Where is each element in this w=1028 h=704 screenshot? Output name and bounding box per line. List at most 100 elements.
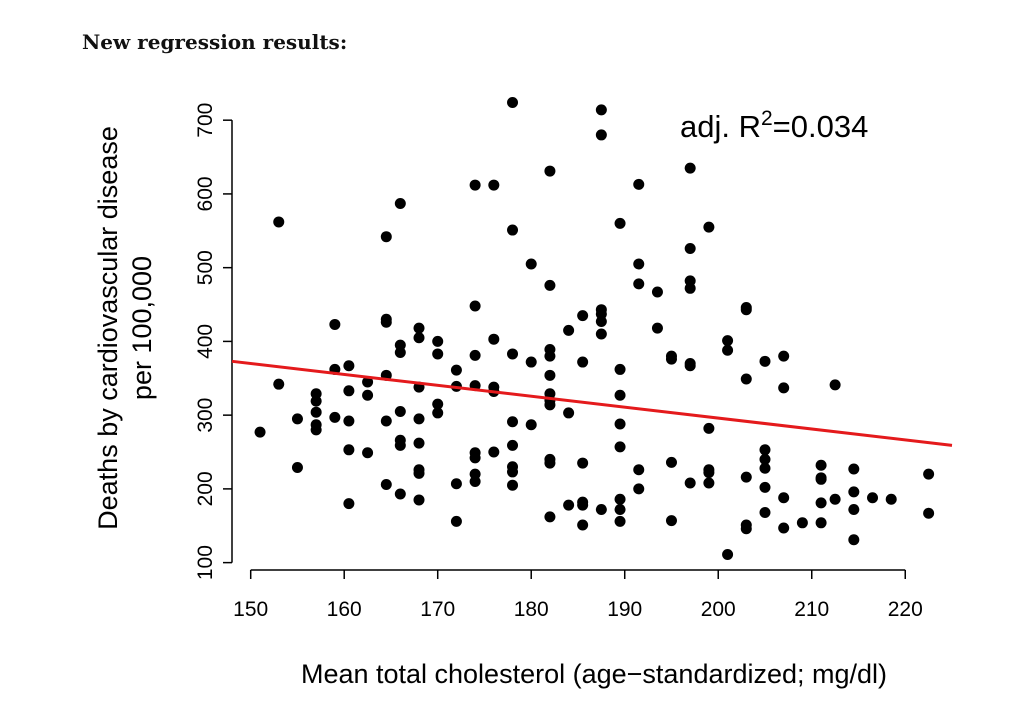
data-point bbox=[595, 328, 607, 340]
r-squared-annotation: adj. R2=0.034 bbox=[680, 107, 868, 144]
data-point bbox=[651, 322, 663, 334]
y-tick-label: 300 bbox=[194, 398, 217, 433]
data-point bbox=[684, 360, 696, 372]
data-point bbox=[450, 364, 462, 376]
data-point bbox=[310, 424, 322, 436]
y-tick-label: 600 bbox=[194, 176, 217, 211]
data-point bbox=[633, 483, 645, 495]
data-point bbox=[740, 523, 752, 535]
data-point bbox=[633, 258, 645, 270]
x-tick-label: 190 bbox=[607, 598, 642, 621]
data-point bbox=[759, 481, 771, 493]
data-point bbox=[273, 216, 285, 228]
data-point bbox=[815, 497, 827, 509]
data-point bbox=[362, 376, 374, 388]
data-point bbox=[740, 304, 752, 316]
data-point bbox=[577, 519, 589, 531]
x-tick-label: 160 bbox=[327, 598, 362, 621]
data-point bbox=[329, 411, 341, 423]
data-point bbox=[923, 507, 935, 519]
data-point bbox=[778, 492, 790, 504]
x-tick-label: 200 bbox=[701, 598, 736, 621]
data-point bbox=[815, 473, 827, 485]
x-tick-label: 170 bbox=[420, 598, 455, 621]
data-point bbox=[291, 413, 303, 425]
data-point bbox=[923, 468, 935, 480]
data-point bbox=[722, 344, 734, 356]
data-point bbox=[329, 318, 341, 330]
data-point bbox=[450, 515, 462, 527]
data-point bbox=[343, 385, 355, 397]
data-point bbox=[740, 373, 752, 385]
data-point bbox=[848, 504, 860, 516]
data-point bbox=[291, 462, 303, 474]
data-point bbox=[310, 395, 322, 407]
data-point bbox=[394, 346, 406, 358]
data-point bbox=[525, 356, 537, 368]
data-point bbox=[525, 258, 537, 270]
data-point bbox=[469, 349, 481, 361]
x-tick-label: 210 bbox=[794, 598, 829, 621]
data-point bbox=[488, 179, 500, 191]
data-point bbox=[544, 350, 556, 362]
data-point bbox=[829, 379, 841, 391]
data-point bbox=[815, 459, 827, 471]
data-point bbox=[469, 300, 481, 312]
data-point bbox=[380, 478, 392, 490]
data-point bbox=[525, 419, 537, 431]
data-point bbox=[614, 504, 626, 516]
data-point bbox=[432, 348, 444, 360]
x-tick-label: 150 bbox=[233, 598, 268, 621]
y-tick-label: 100 bbox=[194, 545, 217, 580]
data-point bbox=[544, 457, 556, 469]
y-tick-label: 700 bbox=[194, 103, 217, 138]
data-point bbox=[413, 494, 425, 506]
data-point bbox=[577, 310, 589, 322]
data-point bbox=[362, 447, 374, 459]
data-point bbox=[595, 104, 607, 116]
data-point bbox=[254, 426, 266, 438]
data-point bbox=[778, 522, 790, 534]
data-point bbox=[778, 382, 790, 394]
x-axis-title: Mean total cholesterol (age−standardized… bbox=[301, 659, 887, 689]
data-point bbox=[614, 441, 626, 453]
y-axis-title: Deaths by cardiovascular disease per 100,… bbox=[93, 126, 157, 530]
data-point bbox=[432, 407, 444, 419]
data-point bbox=[759, 444, 771, 456]
data-point bbox=[469, 476, 481, 488]
data-point bbox=[848, 486, 860, 498]
data-point bbox=[507, 348, 519, 360]
y-tick-label: 200 bbox=[194, 471, 217, 506]
data-point bbox=[413, 437, 425, 449]
data-point bbox=[380, 415, 392, 427]
data-point bbox=[614, 493, 626, 505]
x-axis: 150 160 170 180 190 200 210 220 bbox=[233, 569, 923, 621]
data-point bbox=[343, 415, 355, 427]
data-point bbox=[614, 217, 626, 229]
data-point bbox=[544, 165, 556, 177]
data-point bbox=[577, 356, 589, 368]
data-point bbox=[563, 499, 575, 511]
data-point bbox=[469, 179, 481, 191]
x-tick-label: 220 bbox=[888, 598, 923, 621]
data-point bbox=[394, 198, 406, 210]
data-point bbox=[684, 282, 696, 294]
data-point bbox=[507, 439, 519, 451]
data-point bbox=[380, 316, 392, 328]
x-tick-label: 180 bbox=[514, 598, 549, 621]
data-point bbox=[563, 407, 575, 419]
data-point bbox=[394, 439, 406, 451]
data-point bbox=[362, 389, 374, 401]
data-point bbox=[488, 333, 500, 345]
data-point bbox=[577, 457, 589, 469]
data-point bbox=[507, 416, 519, 428]
data-point bbox=[759, 462, 771, 474]
data-points bbox=[254, 96, 935, 561]
data-point bbox=[740, 471, 752, 483]
data-point bbox=[633, 178, 645, 190]
data-point bbox=[665, 515, 677, 527]
data-point bbox=[633, 464, 645, 476]
data-point bbox=[507, 466, 519, 478]
data-point bbox=[703, 221, 715, 233]
